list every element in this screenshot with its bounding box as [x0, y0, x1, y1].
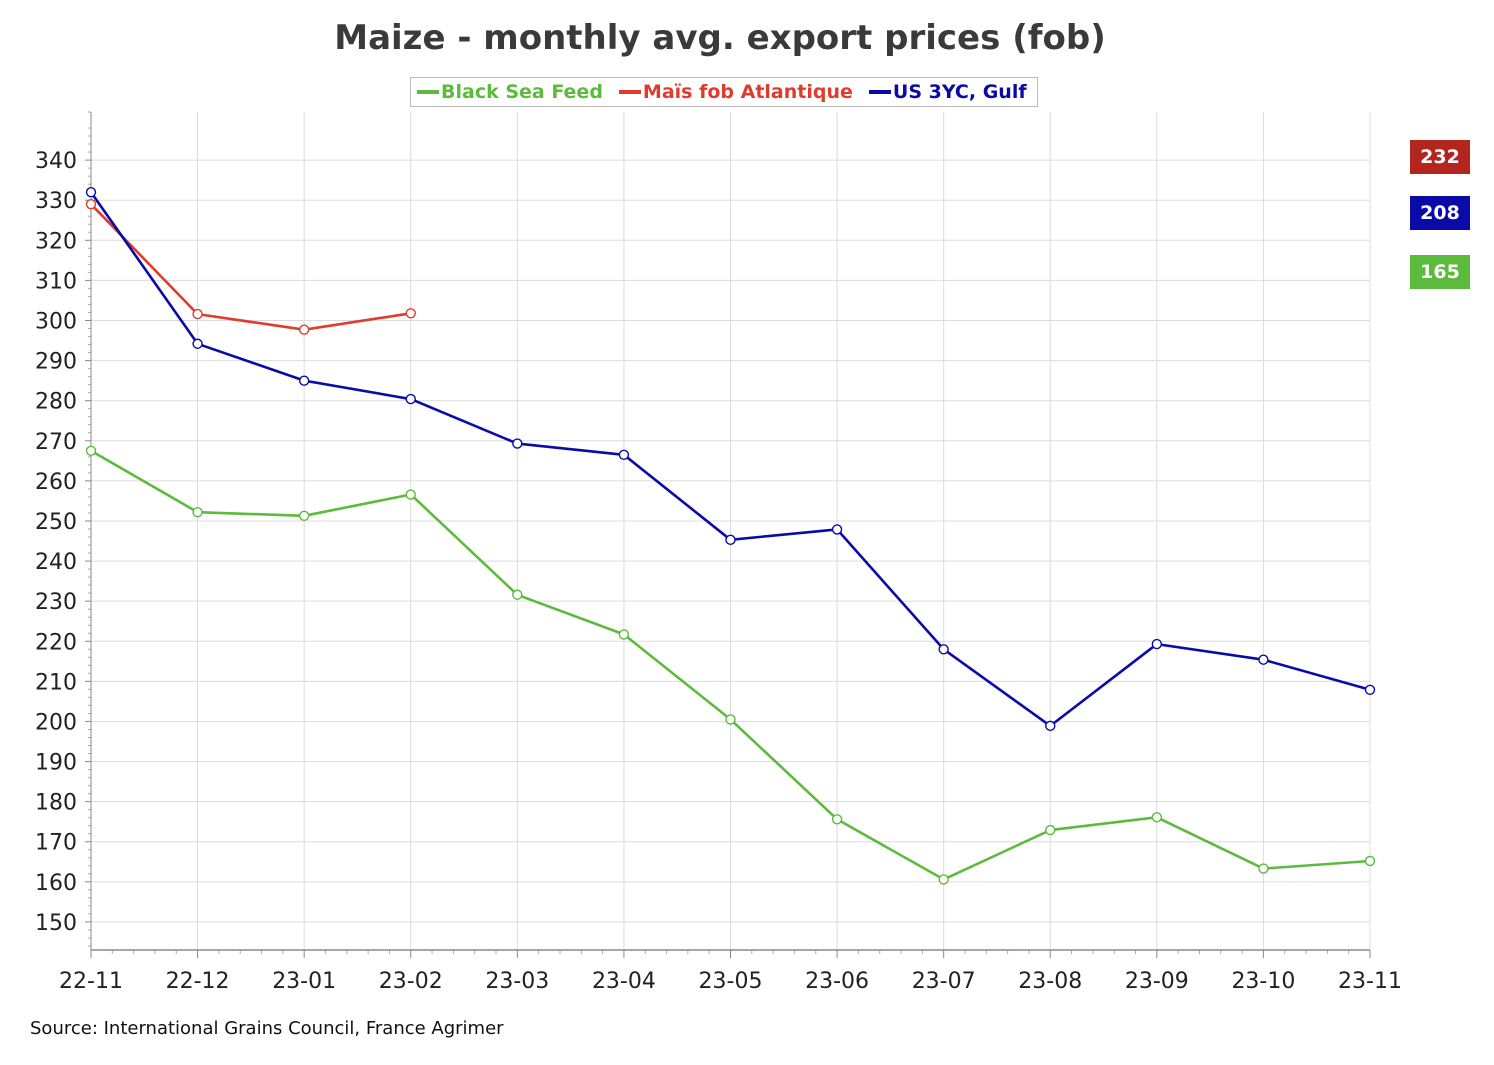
x-tick-label: 23-04: [592, 969, 656, 994]
y-tick-label: 250: [35, 510, 77, 535]
legend-item-black-sea-feed[interactable]: Black Sea Feed: [417, 81, 603, 103]
data-point-us-3yc-gulf[interactable]: [618, 449, 630, 461]
data-point-black-sea-feed[interactable]: [85, 445, 97, 457]
x-tick-label: 23-11: [1338, 969, 1402, 994]
legend-label: Maïs fob Atlantique: [642, 81, 853, 103]
data-point-us-3yc-gulf[interactable]: [1151, 638, 1163, 650]
legend-label: US 3YC, Gulf: [892, 81, 1027, 103]
x-tick-label: 23-02: [379, 969, 443, 994]
data-point-black-sea-feed[interactable]: [405, 489, 416, 500]
y-tick-label: 220: [35, 630, 77, 655]
data-point-black-sea-feed[interactable]: [1364, 855, 1376, 867]
y-tick-label: 200: [35, 710, 77, 735]
last-value-badge-black-sea-feed: 165: [1410, 255, 1470, 289]
y-tick-label: 240: [35, 550, 77, 575]
y-tick-label: 170: [35, 831, 77, 856]
x-tick-label: 23-10: [1231, 969, 1295, 994]
data-point-ma-s-fob-atlantique[interactable]: [192, 308, 203, 320]
y-tick-label: 290: [35, 350, 77, 375]
x-tick-label: 23-08: [1018, 969, 1082, 994]
y-tick-label: 280: [35, 390, 77, 415]
x-tick-label: 23-07: [912, 969, 976, 994]
data-point-black-sea-feed[interactable]: [1151, 812, 1163, 823]
data-point-ma-s-fob-atlantique[interactable]: [85, 199, 97, 210]
x-tick-label: 23-05: [699, 969, 763, 994]
data-point-us-3yc-gulf[interactable]: [1045, 720, 1056, 732]
y-tick-label: 160: [35, 871, 77, 896]
data-point-us-3yc-gulf[interactable]: [725, 534, 736, 546]
y-tick-label: 320: [35, 229, 77, 254]
chart-title: Maize - monthly avg. export prices (fob): [334, 18, 1106, 58]
grid: [90, 112, 1371, 950]
series-line-ma-s-fob-atlantique: [90, 203, 411, 332]
x-tick-label: 23-01: [272, 969, 336, 994]
y-tick-label: 180: [35, 791, 77, 816]
data-point-us-3yc-gulf[interactable]: [1364, 684, 1376, 695]
legend: Black Sea Feed Maïs fob Atlantique US 3Y…: [410, 77, 1038, 107]
y-tick-label: 260: [35, 470, 77, 495]
data-point-black-sea-feed[interactable]: [192, 506, 203, 518]
y-tick-label: 300: [35, 309, 77, 334]
legend-item-us-3yc-gulf[interactable]: US 3YC, Gulf: [868, 81, 1027, 103]
x-tick-label: 22-11: [59, 969, 123, 994]
series-us-3yc-gulf: [85, 186, 1376, 732]
series-layer: [85, 186, 1376, 885]
data-point-black-sea-feed[interactable]: [618, 629, 630, 640]
data-point-us-3yc-gulf[interactable]: [405, 393, 416, 405]
legend-swatch: [618, 90, 641, 94]
y-tick-label: 190: [35, 751, 77, 776]
y-tick-label: 270: [35, 430, 77, 455]
legend-item-mais-fob-atlantique[interactable]: Maïs fob Atlantique: [618, 81, 853, 103]
legend-label: Black Sea Feed: [441, 81, 603, 103]
data-point-us-3yc-gulf[interactable]: [85, 186, 97, 198]
legend-swatch: [417, 90, 439, 94]
data-point-black-sea-feed[interactable]: [298, 510, 310, 521]
data-point-us-3yc-gulf[interactable]: [512, 438, 523, 449]
axes: 150 160 170 180 190 200 210 220 230 240 250 260 270 2…: [35, 111, 1402, 994]
source-note: Source: International Grains Council, Fr…: [30, 1018, 504, 1039]
y-tick-label: 310: [35, 269, 77, 294]
data-point-black-sea-feed[interactable]: [1258, 863, 1269, 874]
x-tick-label: 22-12: [166, 969, 230, 994]
y-tick-label: 340: [35, 149, 77, 174]
legend-swatch: [868, 90, 891, 94]
series-black-sea-feed: [85, 445, 1376, 885]
series-ma-s-fob-atlantique: [85, 199, 416, 335]
data-point-us-3yc-gulf[interactable]: [938, 644, 949, 655]
x-tick-label: 23-03: [485, 969, 549, 994]
data-point-black-sea-feed[interactable]: [938, 874, 949, 885]
y-tick-label: 150: [35, 911, 77, 936]
x-tick-label: 23-09: [1125, 969, 1189, 994]
data-point-us-3yc-gulf[interactable]: [1258, 654, 1269, 665]
x-tick-label: 23-06: [805, 969, 869, 994]
last-value-badge-us-3yc-gulf: 208: [1410, 196, 1470, 230]
data-point-black-sea-feed[interactable]: [725, 714, 736, 725]
data-point-us-3yc-gulf[interactable]: [298, 375, 310, 386]
data-point-black-sea-feed[interactable]: [831, 814, 843, 825]
last-value-badge-mais-fob-atlantique: 232: [1410, 140, 1470, 174]
data-point-ma-s-fob-atlantique[interactable]: [405, 308, 416, 319]
y-tick-label: 230: [35, 590, 77, 615]
y-tick-label: 330: [35, 189, 77, 214]
data-point-us-3yc-gulf[interactable]: [192, 338, 203, 349]
y-tick-label: 210: [35, 670, 77, 695]
data-point-black-sea-feed[interactable]: [1045, 824, 1056, 836]
data-point-black-sea-feed[interactable]: [512, 589, 523, 600]
data-point-us-3yc-gulf[interactable]: [831, 524, 843, 535]
data-point-ma-s-fob-atlantique[interactable]: [298, 324, 310, 335]
